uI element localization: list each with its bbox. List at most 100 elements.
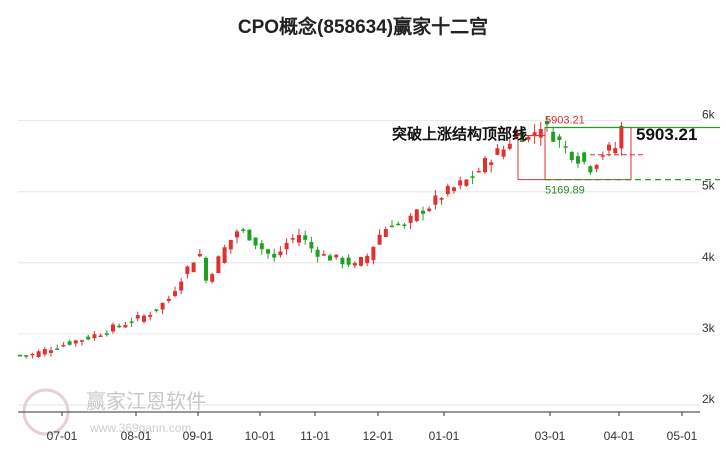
candle-body [588,166,593,173]
candle-body [142,315,146,322]
candle-body [272,253,277,258]
candle-body [390,225,394,228]
candle-body [160,302,165,310]
candle-body [61,344,66,347]
x-tick-label: 01-01 [429,429,460,443]
candle-body [309,241,314,249]
candle-body [470,176,475,178]
candle-body [129,321,134,323]
candle-body [613,148,618,154]
candle-body [408,215,413,223]
x-tick-label: 11-01 [300,429,330,443]
candle-body [489,162,494,165]
candle-body [334,254,339,258]
candle-body [297,235,301,243]
candle-body [30,353,35,356]
candle-body [383,229,388,238]
y-tick-label: 6k [702,108,716,122]
candle-body [303,235,308,240]
candle-body [594,164,599,169]
support-value-label: 5169.89 [545,185,585,197]
candle-body [607,144,611,151]
watermark-text: 赢家江恩软件 [86,389,206,413]
candle-body [315,249,320,257]
candle-body [278,251,283,256]
candle-body [396,223,401,226]
x-tick-label: 04-01 [604,429,635,443]
candle-body [514,130,518,139]
candle-body [483,158,487,173]
candle-body [166,298,171,301]
x-tick-label: 12-01 [363,429,394,443]
axes: 2k 3k 4k 5k 6k 07-01 08-01 09-01 10-01 11-01 12-01… [18,108,716,443]
candle-body [284,242,289,250]
watermark: 赢家江恩软件 www.369gann.com [22,388,206,436]
y-tick-label: 5k [702,179,716,193]
candle-body [117,325,122,328]
candle-body [371,246,376,260]
candle-body [501,149,506,157]
candle-body [111,324,115,332]
zone-box-right [544,126,632,181]
candle-body [148,314,153,317]
candle-body [290,238,295,240]
x-tick-label: 09-01 [183,429,214,443]
candle-body [569,152,574,161]
annotations: 突破上涨结构顶部线 5903.21 5903.21 5169.89 [392,114,697,196]
candle-body [377,234,382,245]
candle-body [24,355,29,357]
candle-body [123,325,128,328]
candle-body [359,257,363,266]
x-tick-label: 03-01 [535,429,566,443]
candle-body [253,237,258,246]
candle-body [557,136,562,141]
candle-body [365,255,370,264]
candle-body [135,315,140,319]
candle-body [42,349,47,355]
candle-body [433,195,438,205]
candle-body [495,148,500,155]
candle-body [86,336,91,340]
candle-body [458,180,463,186]
candle-body [80,340,84,342]
candle-body [464,179,469,186]
candle-body [92,334,97,339]
price-value-label: 5903.21 [636,125,697,144]
candle-body [55,348,60,350]
candle-body [98,335,103,337]
x-tick-label: 07-01 [47,429,78,443]
candle-body [427,208,432,211]
candle-body [18,354,22,357]
y-tick-label: 2k [702,392,716,406]
candle-body [235,231,239,238]
candle-body [197,253,202,257]
candle-body [576,156,580,164]
candle-body [526,136,531,140]
y-tick-label: 4k [702,250,716,264]
candle-body [49,350,53,353]
candle-body [73,340,78,344]
x-tick-label: 08-01 [121,429,152,443]
resistance-value-label: 5903.21 [545,114,585,126]
candle-body [402,224,407,226]
candle-body [538,129,543,138]
candle-body [259,243,264,250]
candle-body [210,274,215,282]
candle-body [328,255,332,261]
candle-body [247,229,252,241]
candle-body [321,254,326,256]
candle-body [154,309,159,311]
x-tick-label: 05-01 [667,429,698,443]
candle-body [67,341,72,345]
candle-body [439,198,444,200]
x-tick-label: 10-01 [245,429,276,443]
candle-body [173,291,177,297]
candle-body [36,351,41,357]
candle-body [520,131,525,143]
candle-body [551,131,556,142]
candle-body [445,185,450,195]
candle-body [619,125,624,149]
candle-body [222,247,227,263]
y-tick-label: 3k [702,321,716,335]
